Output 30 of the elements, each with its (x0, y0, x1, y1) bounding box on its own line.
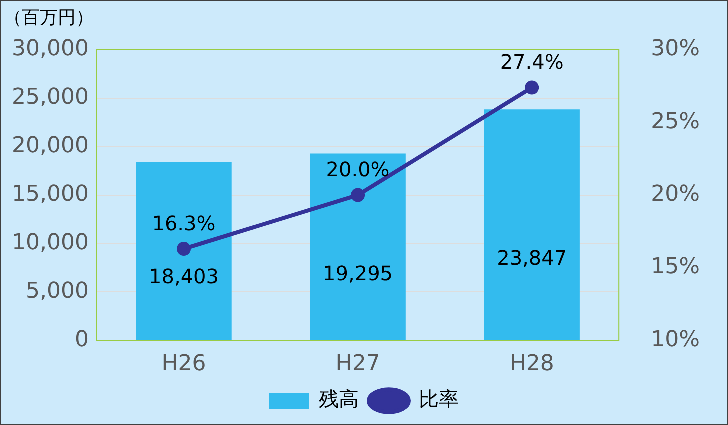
y2-tick-label: 25% (651, 109, 700, 134)
legend-label: 残高 (319, 387, 359, 412)
data-label: 19,295 (323, 261, 394, 286)
y2-tick-label: 20% (651, 182, 700, 208)
x-tick-label: H28 (510, 352, 554, 377)
data-label: 18,403 (149, 264, 219, 288)
point (177, 242, 191, 256)
legend-label: 比率 (419, 387, 459, 412)
y-tick-label: 10,000 (12, 230, 89, 256)
y-tick-label: 15,000 (12, 182, 89, 208)
data-label: 16.3% (152, 211, 216, 236)
y-tick-label: 30,000 (12, 36, 89, 62)
data-label: 20.0% (326, 158, 390, 182)
data-label: 23,847 (497, 246, 568, 270)
point (351, 188, 366, 202)
y2-tick-label: 30% (651, 36, 700, 62)
bar (484, 110, 580, 340)
y-tick-label: 5,000 (26, 278, 89, 304)
x-tick-label: H26 (162, 352, 206, 377)
y-tick-label: 20,000 (12, 134, 89, 159)
y-axis-title: （百万円） (4, 8, 94, 29)
y2-tick-label: 15% (651, 254, 700, 280)
y2-tick-label: 10% (651, 327, 700, 352)
x-tick-label: H27 (336, 352, 380, 377)
data-label: 27.4% (500, 50, 564, 74)
bar (310, 154, 406, 340)
y-tick-label: 0 (74, 327, 89, 352)
point (525, 80, 540, 95)
bar (136, 162, 232, 340)
y-tick-label: 25,000 (12, 85, 89, 110)
